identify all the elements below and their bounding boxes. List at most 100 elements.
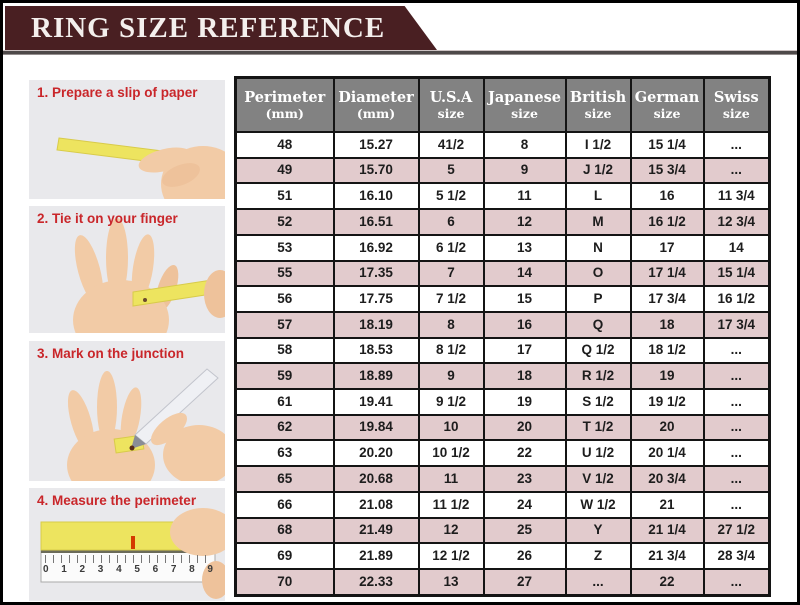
- table-cell: 22: [482, 439, 567, 468]
- table-cell: 62: [234, 413, 335, 442]
- table-cell: 19: [629, 362, 705, 391]
- table-cell: M: [564, 208, 632, 236]
- table-cell: 18: [482, 362, 567, 391]
- table-cell: S 1/2: [564, 388, 632, 416]
- table-row: 56 17.75 7 1/2 15 P 17 3/4 16 1/2: [234, 285, 771, 313]
- table-cell: 9: [482, 156, 567, 185]
- table-cell: 20.68: [332, 465, 420, 493]
- table-cell: 19 1/2: [629, 388, 705, 416]
- page-title: RING SIZE REFERENCE: [31, 11, 386, 44]
- step-2-label: 2. Tie it on your finger: [37, 211, 178, 226]
- table-cell: W 1/2: [564, 490, 632, 519]
- table-cell: 6: [417, 208, 485, 236]
- table-cell: 5 1/2: [417, 182, 485, 211]
- table-row: 57 18.19 8 16 Q 18 17 3/4: [234, 310, 771, 339]
- title-banner: RING SIZE REFERENCE: [5, 6, 437, 50]
- table-cell: 14: [482, 259, 567, 288]
- table-row: 62 19.84 10 20 T 1/2 20...: [234, 413, 771, 442]
- table-cell: 17.35: [332, 259, 420, 288]
- table-row: 63 20.20 10 1/2 22 U 1/2 20 1/4...: [234, 439, 771, 468]
- table-cell: 63: [234, 439, 335, 468]
- table-cell: ...: [702, 336, 771, 365]
- column-header: British size: [564, 76, 632, 133]
- table-cell: I 1/2: [564, 131, 632, 159]
- table-cell: 8: [482, 131, 567, 159]
- table-cell: J 1/2: [564, 156, 632, 185]
- table-cell: 7 1/2: [417, 285, 485, 313]
- table-cell: Z: [564, 542, 632, 570]
- ruler-ticks: [45, 555, 211, 563]
- ruler-number: 4: [116, 564, 122, 575]
- table-cell: 12: [482, 208, 567, 236]
- column-header: U.S.A size: [417, 76, 485, 133]
- table-cell: 68: [234, 516, 335, 545]
- table-cell: O: [564, 259, 632, 288]
- table-cell: 10 1/2: [417, 439, 485, 468]
- table-header-row: Perimeter (mm) Diameter (mm) U.S.A size Japane…: [234, 76, 771, 133]
- table-cell: 15 3/4: [629, 156, 705, 185]
- table-cell: 21.89: [332, 542, 420, 570]
- table-cell: 12 1/2: [417, 542, 485, 570]
- ruler-number: 5: [134, 564, 140, 575]
- table-cell: 21: [629, 490, 705, 519]
- table-cell: ...: [702, 131, 771, 159]
- table-cell: 24: [482, 490, 567, 519]
- table-cell: ...: [702, 465, 771, 493]
- table-row: 59 18.89 9 18 R 1/2 19...: [234, 362, 771, 391]
- table-row: 61 19.41 9 1/2 19 S 1/2 19 1/2...: [234, 388, 771, 416]
- table-cell: 69: [234, 542, 335, 570]
- table-cell: 25: [482, 516, 567, 545]
- table-cell: ...: [702, 490, 771, 519]
- table-cell: 9: [417, 362, 485, 391]
- table-cell: 11 1/2: [417, 490, 485, 519]
- table-row: 49 15.70 5 9 J 1/2 15 3/4...: [234, 156, 771, 185]
- table-cell: N: [564, 233, 632, 262]
- table-row: 58 18.53 8 1/2 17 Q 1/2 18 1/2...: [234, 336, 771, 365]
- table-cell: 6 1/2: [417, 233, 485, 262]
- table-cell: 7: [417, 259, 485, 288]
- table-cell: 16: [482, 310, 567, 339]
- table-cell: ...: [702, 388, 771, 416]
- table-row: 65 20.68 11 23 V 1/2 20 3/4...: [234, 465, 771, 493]
- table-cell: 15: [482, 285, 567, 313]
- table-cell: 14: [702, 233, 771, 262]
- table-row: 51 16.10 5 1/2 11 L 16 11 3/4: [234, 182, 771, 211]
- table-cell: 17 3/4: [702, 310, 771, 339]
- table-cell: ...: [702, 156, 771, 185]
- tie-on-finger-photo: [73, 218, 225, 333]
- table-cell: 12: [417, 516, 485, 545]
- table-cell: 20.20: [332, 439, 420, 468]
- ruler-number: 9: [207, 564, 213, 575]
- table-cell: 18.19: [332, 310, 420, 339]
- ring-size-table: Perimeter (mm) Diameter (mm) U.S.A size Japane…: [234, 76, 771, 597]
- table-cell: 17 3/4: [629, 285, 705, 313]
- ruler-number: 0: [43, 564, 49, 575]
- table-cell: 16 1/2: [702, 285, 771, 313]
- table-cell: 65: [234, 465, 335, 493]
- mark-junction-photo: [67, 368, 225, 481]
- table-cell: 13: [482, 233, 567, 262]
- table-cell: R 1/2: [564, 362, 632, 391]
- ruler-number: 8: [189, 564, 195, 575]
- table-cell: 18.53: [332, 336, 420, 365]
- table-cell: Q 1/2: [564, 336, 632, 365]
- table-cell: 15.70: [332, 156, 420, 185]
- table-cell: ...: [702, 362, 771, 391]
- ruler-number: 3: [97, 564, 104, 575]
- step-4-label: 4. Measure the perimeter: [37, 493, 197, 508]
- size-table-body: 48 15.27 41/2 8 I 1/2 15 1/4... 49 15.70 5 9 J 1/2…: [234, 131, 771, 597]
- table-cell: 57: [234, 310, 335, 339]
- table-cell: 20 3/4: [629, 465, 705, 493]
- column-header: Perimeter (mm): [234, 76, 335, 133]
- table-cell: P: [564, 285, 632, 313]
- table-cell: 5: [417, 156, 485, 185]
- table-cell: 23: [482, 465, 567, 493]
- table-cell: 22.33: [332, 567, 420, 597]
- table-cell: 17 1/4: [629, 259, 705, 288]
- ruler-number: 6: [152, 564, 159, 575]
- table-row: 48 15.27 41/2 8 I 1/2 15 1/4...: [234, 131, 771, 159]
- table-cell: 26: [482, 542, 567, 570]
- table-cell: T 1/2: [564, 413, 632, 442]
- table-cell: 20: [482, 413, 567, 442]
